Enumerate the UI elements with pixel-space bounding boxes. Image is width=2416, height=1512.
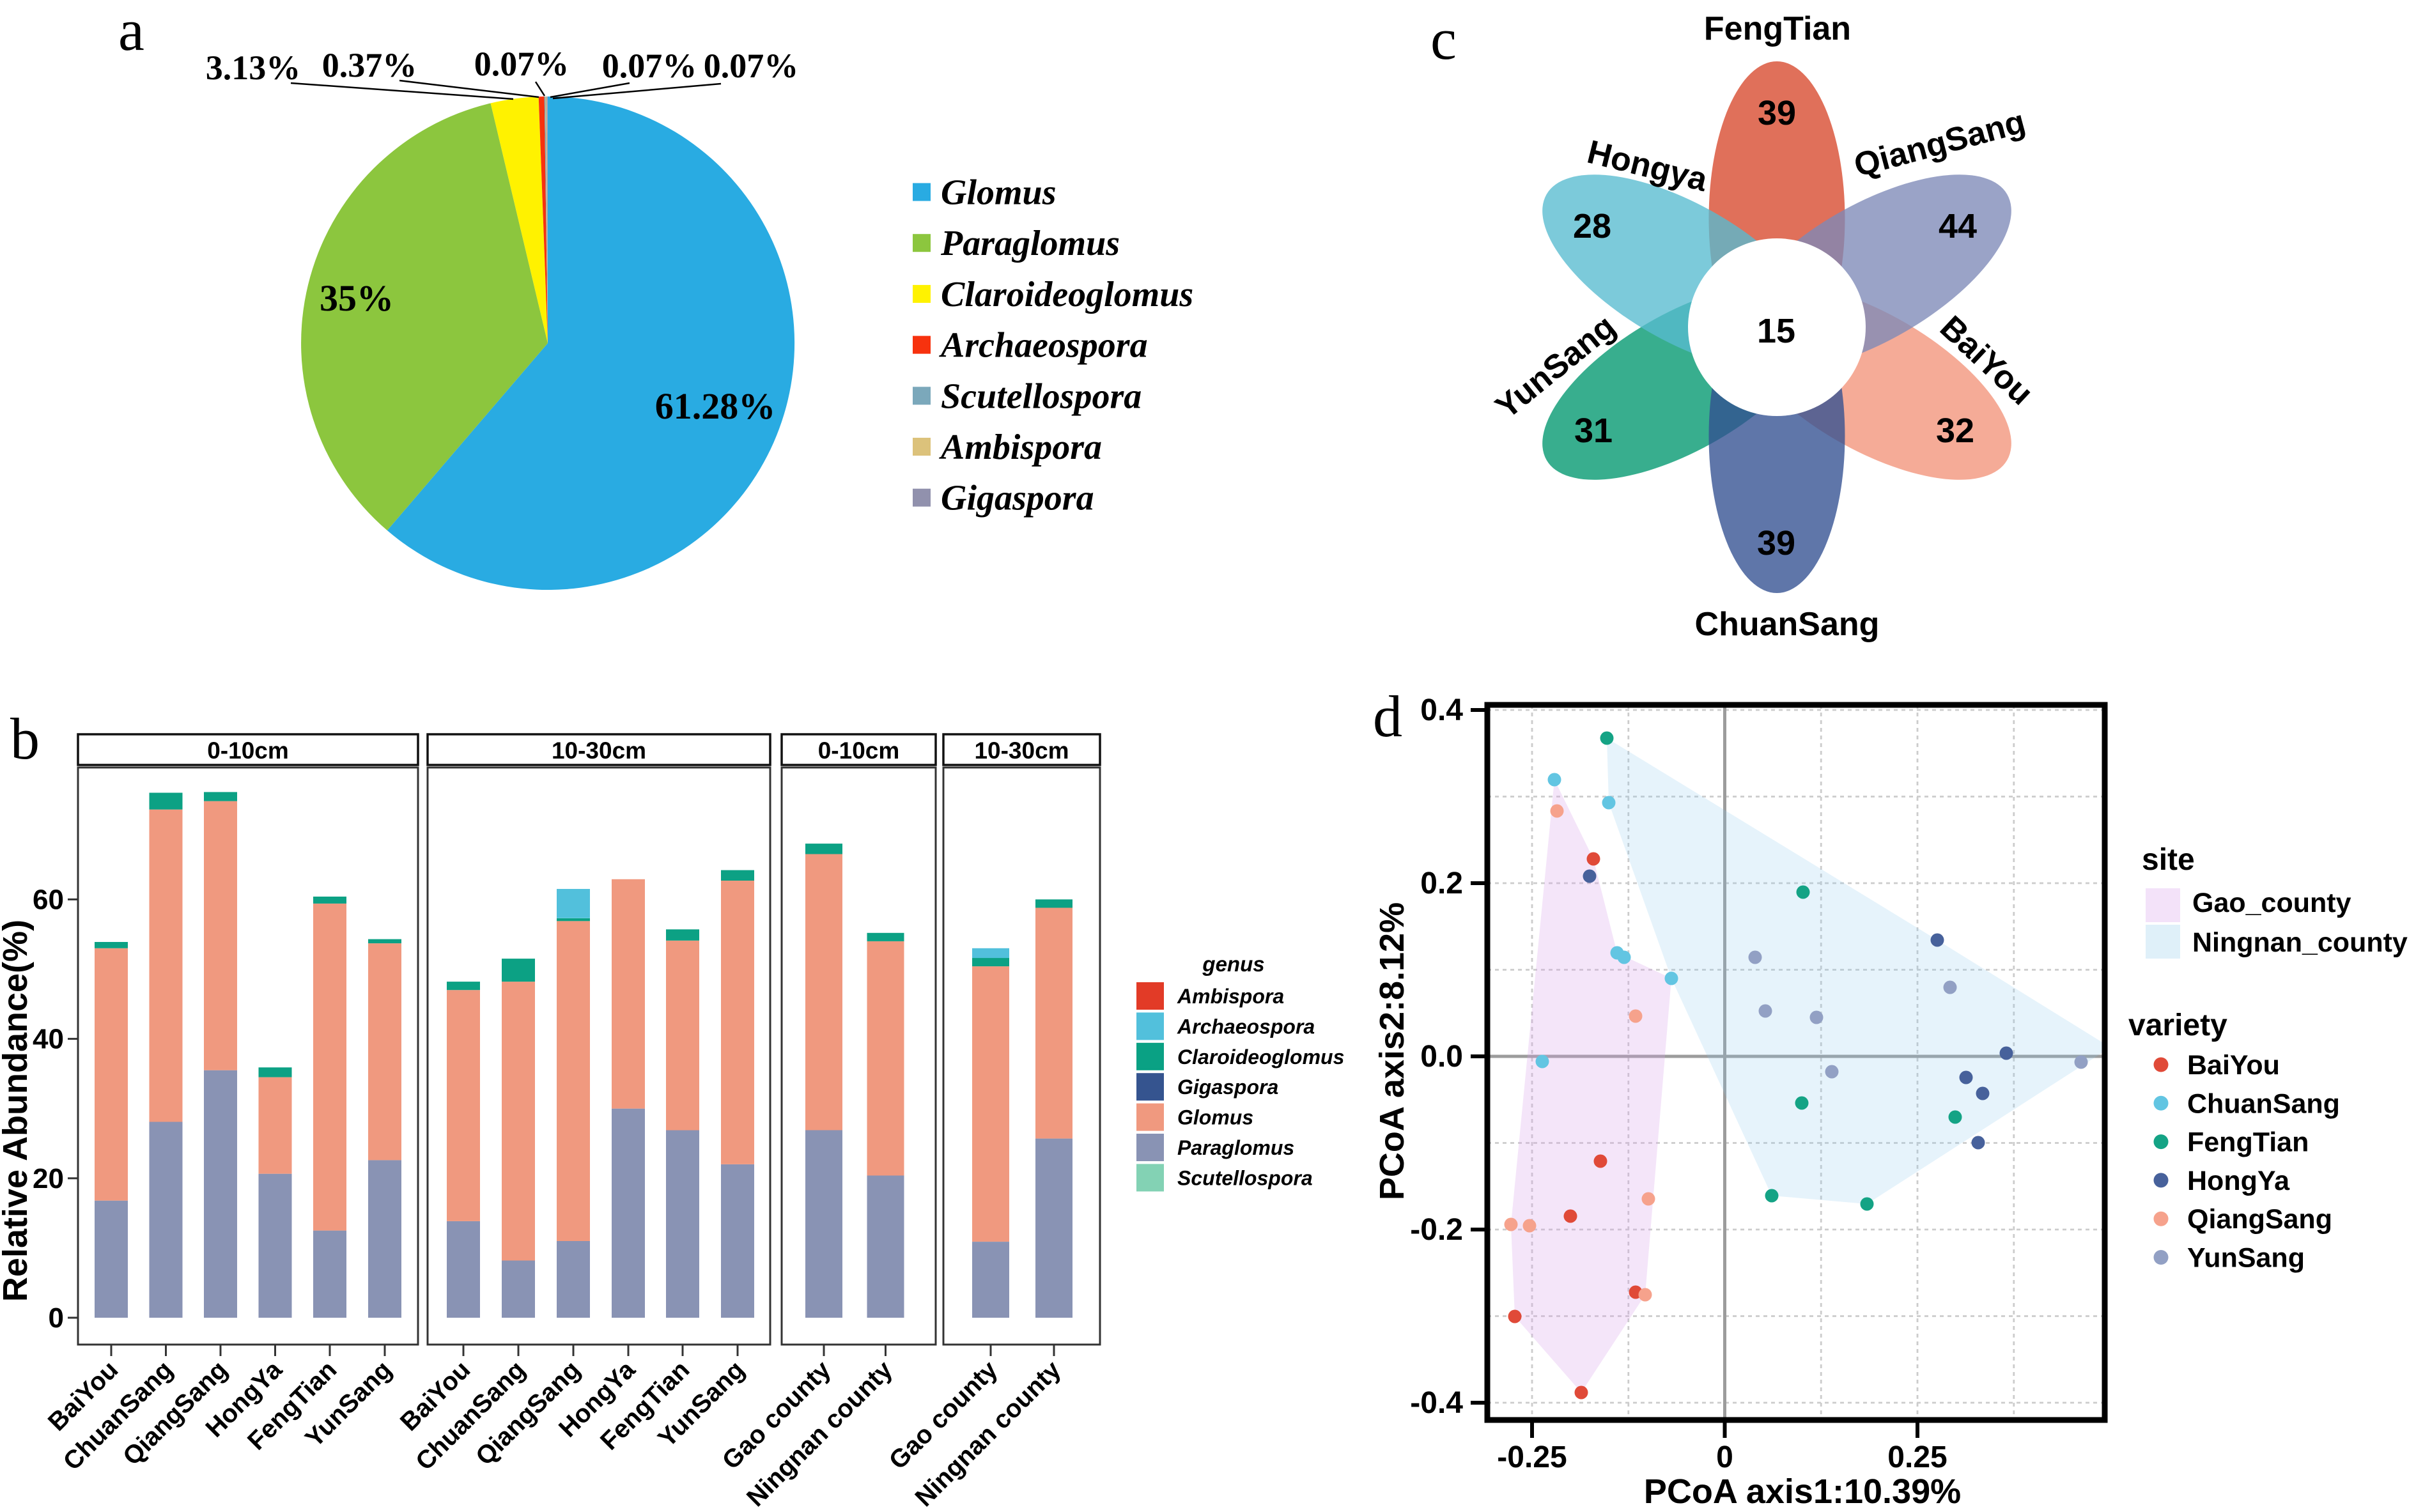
svg-text:Gao_county: Gao_county xyxy=(2192,888,2351,918)
svg-text:0: 0 xyxy=(1716,1440,1733,1474)
svg-text:ChuanSang: ChuanSang xyxy=(1695,606,1880,643)
svg-text:0: 0 xyxy=(49,1302,64,1334)
svg-text:Scutellospora: Scutellospora xyxy=(1177,1166,1313,1189)
svg-text:-0.2: -0.2 xyxy=(1410,1213,1463,1247)
svg-text:Ambispora: Ambispora xyxy=(939,428,1102,467)
svg-text:Claroideoglomus: Claroideoglomus xyxy=(941,275,1193,314)
svg-text:32: 32 xyxy=(1936,412,1974,450)
svg-text:15: 15 xyxy=(1757,312,1795,350)
svg-text:site: site xyxy=(2142,843,2195,877)
svg-text:0.2: 0.2 xyxy=(1420,867,1463,900)
svg-text:b: b xyxy=(10,706,40,771)
svg-text:28: 28 xyxy=(1573,207,1611,245)
svg-text:-0.25: -0.25 xyxy=(1497,1440,1567,1474)
svg-text:ChuanSang: ChuanSang xyxy=(2187,1088,2340,1119)
svg-text:Glomus: Glomus xyxy=(941,173,1057,213)
svg-text:0.25: 0.25 xyxy=(1887,1440,1947,1474)
svg-text:HongYa: HongYa xyxy=(2187,1166,2290,1196)
svg-text:40: 40 xyxy=(33,1024,64,1055)
svg-text:0.07%: 0.07% xyxy=(602,47,697,85)
svg-text:0.07%: 0.07% xyxy=(474,45,569,83)
svg-text:BaiYou: BaiYou xyxy=(2187,1050,2280,1081)
svg-text:YunSang: YunSang xyxy=(2187,1243,2305,1274)
svg-text:44: 44 xyxy=(1939,207,1977,245)
svg-text:0-10cm: 0-10cm xyxy=(818,737,900,764)
svg-text:Gigaspora: Gigaspora xyxy=(1177,1076,1278,1099)
svg-text:0.0: 0.0 xyxy=(1420,1040,1463,1074)
svg-text:35%: 35% xyxy=(320,277,394,319)
svg-text:-0.4: -0.4 xyxy=(1410,1386,1463,1420)
svg-text:genus: genus xyxy=(1202,952,1264,976)
svg-text:60: 60 xyxy=(33,884,64,915)
svg-text:Archaeospora: Archaeospora xyxy=(939,326,1148,366)
svg-text:0.4: 0.4 xyxy=(1420,693,1463,727)
svg-text:Archaeospora: Archaeospora xyxy=(1177,1015,1315,1038)
svg-text:39: 39 xyxy=(1757,524,1795,562)
svg-text:10-30cm: 10-30cm xyxy=(552,737,646,764)
svg-text:31: 31 xyxy=(1574,412,1613,450)
svg-text:10-30cm: 10-30cm xyxy=(974,737,1069,764)
svg-text:Gigaspora: Gigaspora xyxy=(941,479,1094,518)
svg-text:0.37%: 0.37% xyxy=(322,46,417,84)
svg-text:0.07%: 0.07% xyxy=(704,47,799,85)
svg-text:a: a xyxy=(118,0,144,63)
svg-text:Ningnan_county: Ningnan_county xyxy=(2192,927,2408,958)
svg-text:QiangSang: QiangSang xyxy=(2187,1204,2332,1235)
svg-text:3.13%: 3.13% xyxy=(206,49,301,87)
svg-text:c: c xyxy=(1430,6,1457,72)
svg-text:Paraglomus: Paraglomus xyxy=(940,224,1120,263)
svg-text:39: 39 xyxy=(1758,94,1796,132)
svg-text:Relative Abundance(%): Relative Abundance(%) xyxy=(0,920,35,1302)
svg-text:20: 20 xyxy=(33,1163,64,1194)
svg-text:Scutellospora: Scutellospora xyxy=(941,376,1142,416)
svg-text:FengTian: FengTian xyxy=(2187,1127,2309,1158)
svg-text:0-10cm: 0-10cm xyxy=(207,737,289,764)
svg-text:variety: variety xyxy=(2128,1008,2227,1042)
svg-text:61.28%: 61.28% xyxy=(655,385,776,427)
svg-text:Glomus: Glomus xyxy=(1177,1106,1253,1129)
svg-text:Paraglomus: Paraglomus xyxy=(1177,1136,1294,1159)
svg-text:Ambispora: Ambispora xyxy=(1177,985,1284,1008)
svg-text:d: d xyxy=(1373,684,1402,749)
svg-text:PCoA axis1:10.39%: PCoA axis1:10.39% xyxy=(1644,1472,1961,1511)
svg-text:PCoA axis2:8.12%: PCoA axis2:8.12% xyxy=(1373,902,1411,1200)
svg-text:Claroideoglomus: Claroideoglomus xyxy=(1177,1045,1344,1068)
svg-text:FengTian: FengTian xyxy=(1704,10,1851,47)
